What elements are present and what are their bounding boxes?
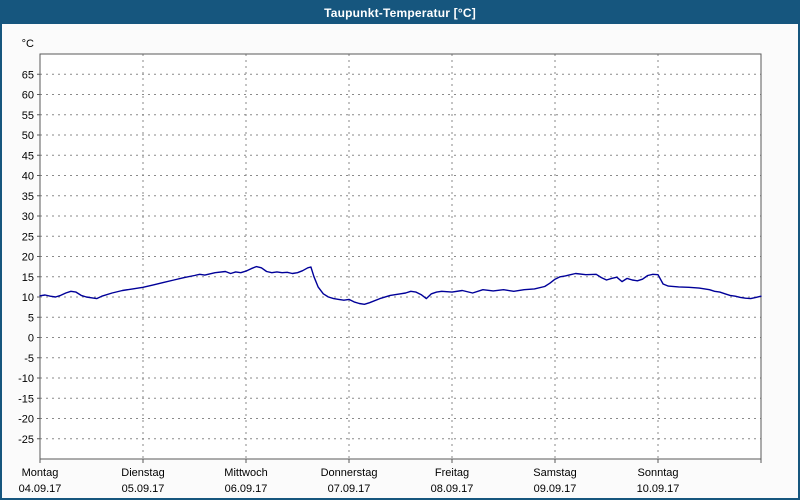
svg-text:65: 65: [22, 69, 34, 81]
svg-text:45: 45: [22, 150, 34, 162]
date-label: 05.09.17: [122, 483, 165, 495]
horizontal-grid: [37, 73, 761, 440]
svg-text:15: 15: [22, 272, 34, 284]
date-label: 10.09.17: [637, 483, 680, 495]
date-label: 06.09.17: [225, 483, 268, 495]
day-label: Donnerstag: [321, 467, 378, 479]
date-label: 07.09.17: [328, 483, 371, 495]
window-title-bar: Taupunkt-Temperatur [°C]: [2, 2, 798, 24]
plot-border: [39, 53, 762, 460]
day-label: Montag: [22, 467, 59, 479]
svg-text:-5: -5: [24, 353, 34, 365]
svg-text:50: 50: [22, 130, 34, 142]
svg-text:40: 40: [22, 171, 34, 183]
chart-area: 65 60 55 50 45 40 35 30 25 20 15 10 5 0 -5 -10 -15 -20 -25…: [2, 24, 798, 498]
day-label: Dienstag: [121, 467, 164, 479]
dewpoint-chart: 65605550454035302520151050-5-10-15-20-25…: [18, 38, 762, 495]
x-axis-labels: Montag 04.09.17 Dienstag 05.09.17 Mittwoch 06…: [19, 459, 762, 495]
vertical-grid: [142, 54, 659, 459]
svg-text:25: 25: [22, 231, 34, 243]
svg-text:-25: -25: [18, 434, 34, 446]
date-label: 09.09.17: [534, 483, 577, 495]
svg-text:-10: -10: [18, 373, 34, 385]
svg-text:20: 20: [22, 252, 34, 264]
day-label: Mittwoch: [224, 467, 267, 479]
svg-text:30: 30: [22, 211, 34, 223]
svg-text:-20: -20: [18, 414, 34, 426]
date-label: 08.09.17: [431, 483, 474, 495]
svg-text:10: 10: [22, 292, 34, 304]
day-label: Sonntag: [638, 467, 679, 479]
svg-text:0: 0: [28, 333, 34, 345]
y-axis-unit-label: °C: [22, 38, 34, 50]
svg-text:55: 55: [22, 110, 34, 122]
day-label: Samstag: [533, 467, 576, 479]
svg-text:60: 60: [22, 90, 34, 102]
temperature-line: [39, 265, 762, 305]
window-title: Taupunkt-Temperatur [°C]: [324, 6, 476, 20]
date-label: 04.09.17: [19, 483, 62, 495]
svg-text:35: 35: [22, 191, 34, 203]
svg-text:5: 5: [28, 312, 34, 324]
svg-text:-15: -15: [18, 393, 34, 405]
day-label: Freitag: [435, 467, 469, 479]
